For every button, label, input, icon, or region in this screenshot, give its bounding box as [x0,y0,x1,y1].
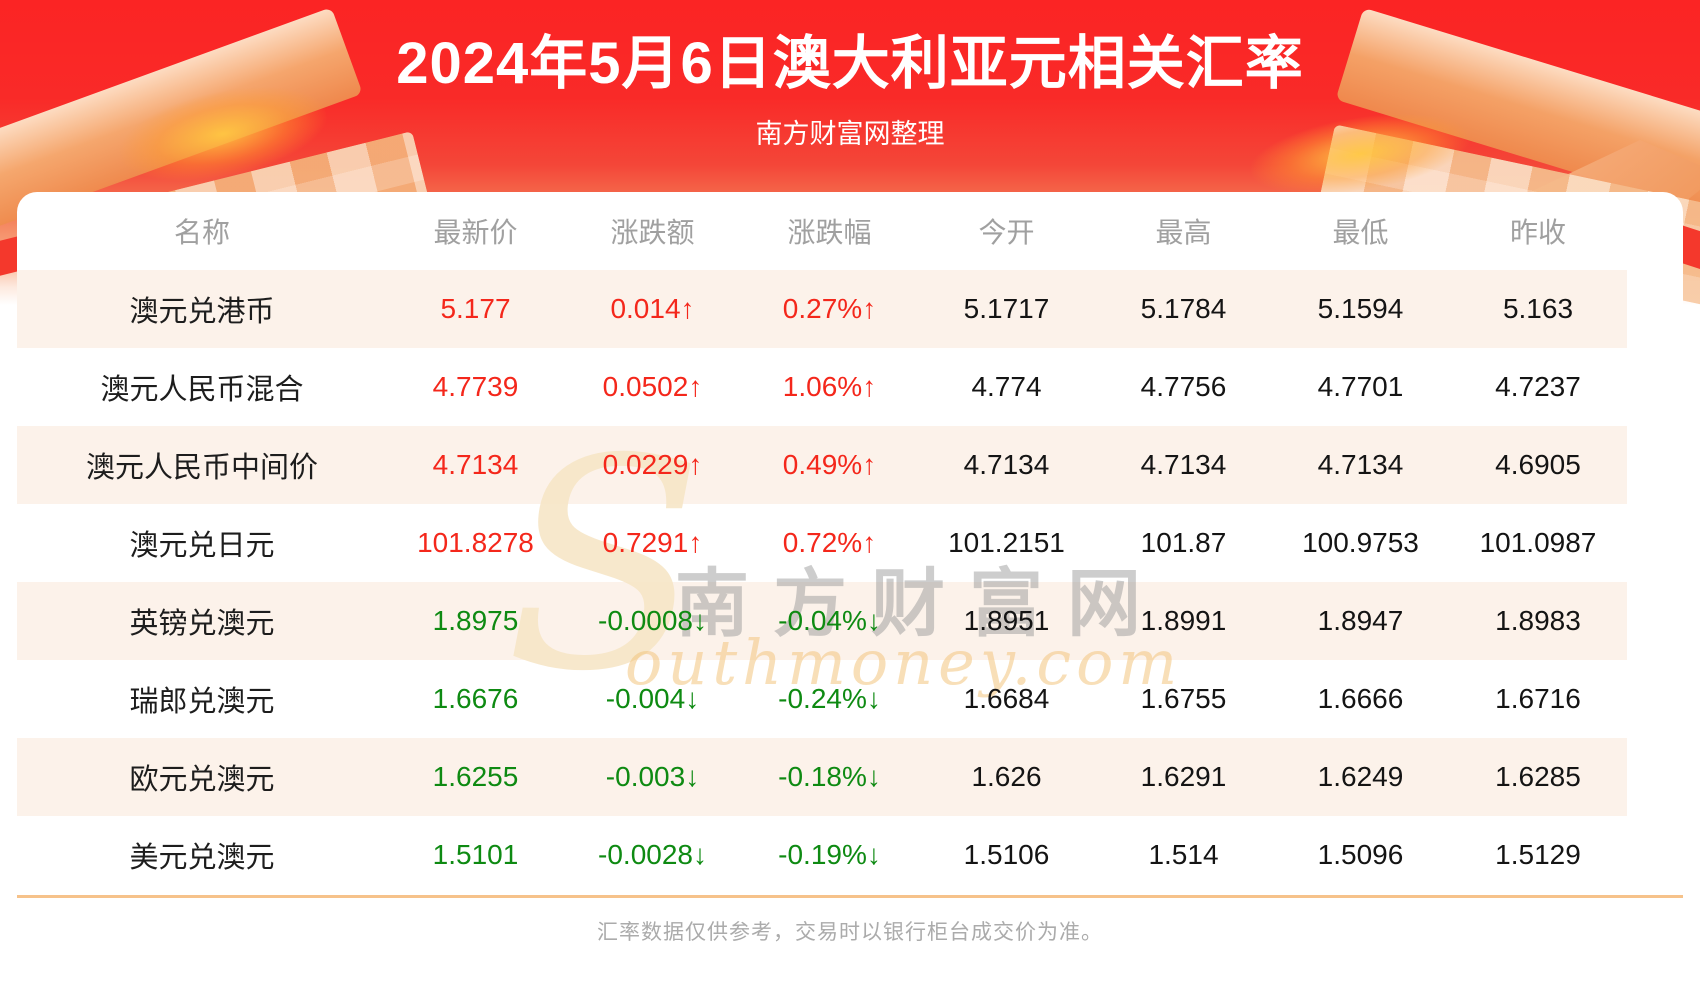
table-row: 澳元人民币混合 4.7739 0.0502↑ 1.06%↑ 4.774 4.7756 4.7… [17,348,1627,426]
change-amount: 0.7291↑ [602,527,703,558]
low-price: 1.8947 [1317,605,1404,636]
pair-name: 澳元人民币混合 [100,374,304,406]
change-percent: -0.18%↓ [778,761,881,792]
low-price: 5.1594 [1317,293,1404,324]
change-amount: 0.0229↑ [602,449,703,480]
change-amount: 0.0502↑ [602,371,703,402]
prev-close-price: 1.5129 [1495,839,1581,870]
high-price: 1.6291 [1140,761,1227,792]
table-row: 瑞郎兑澳元 1.6676 -0.004↓ -0.24%↓ 1.6684 1.6755 1.6… [17,660,1627,738]
change-amount: -0.0008↓ [598,605,707,636]
table-row: 欧元兑澳元 1.6255 -0.003↓ -0.18%↓ 1.626 1.6291 1.62… [17,738,1627,816]
change-percent: 1.06%↑ [782,371,877,402]
table-row: 澳元人民币中间价 4.7134 0.0229↑ 0.49%↑ 4.7134 4.7134 4… [17,426,1627,504]
low-price: 4.7701 [1317,371,1404,402]
prev-close-price: 101.0987 [1479,527,1597,558]
last-price: 1.8975 [432,605,519,636]
last-price: 5.177 [440,293,511,324]
change-percent: 0.27%↑ [782,293,877,324]
exchange-rates-table: 名称 最新价 涨跌额 涨跌幅 今开 最高 最低 昨收 澳元兑港币 5.177 0.014↑ 0.27… [17,192,1627,894]
open-price: 1.8951 [963,605,1050,636]
open-price: 1.6684 [963,683,1050,714]
last-price: 1.6255 [432,761,519,792]
column-header: 涨跌幅 [787,217,872,248]
table-row: 美元兑澳元 1.5101 -0.0028↓ -0.19%↓ 1.5106 1.514 1.5… [17,816,1627,894]
low-price: 4.7134 [1317,449,1404,480]
prev-close-price: 4.7237 [1495,371,1581,402]
pair-name: 瑞郎兑澳元 [129,686,275,718]
column-header: 最新价 [433,217,518,248]
low-price: 1.6666 [1317,683,1404,714]
footer-note: 汇率数据仅供参考，交易时以银行柜台成交价为准。 [597,921,1103,944]
table-body: 澳元兑港币 5.177 0.014↑ 0.27%↑ 5.1717 5.1784 5.1594… [17,270,1627,894]
open-price: 1.626 [971,761,1042,792]
pair-name: 英镑兑澳元 [129,608,275,640]
change-percent: 0.49%↑ [782,449,877,480]
high-price: 1.514 [1148,839,1219,870]
pair-name: 澳元人民币中间价 [85,452,318,484]
high-price: 101.87 [1140,527,1227,558]
page-title: 2024年5月6日澳大利亚元相关汇率 [396,31,1304,96]
pair-name: 澳元兑日元 [129,530,275,562]
change-percent: -0.04%↓ [778,605,881,636]
change-amount: -0.004↓ [605,683,700,714]
open-price: 5.1717 [963,293,1050,324]
low-price: 100.9753 [1302,527,1419,558]
table-header-row: 名称 最新价 涨跌额 涨跌幅 今开 最高 最低 昨收 [17,192,1627,270]
high-price: 4.7756 [1140,371,1227,402]
footer-divider [17,895,1683,898]
last-price: 101.8278 [417,527,534,558]
column-header: 涨跌额 [610,217,695,248]
low-price: 1.5096 [1317,839,1404,870]
high-price: 4.7134 [1140,449,1227,480]
prev-close-price: 1.6285 [1495,761,1581,792]
column-header: 名称 [173,217,230,248]
high-price: 5.1784 [1140,293,1227,324]
column-header: 今开 [978,217,1035,248]
change-percent: -0.19%↓ [778,839,881,870]
table-row: 英镑兑澳元 1.8975 -0.0008↓ -0.04%↓ 1.8951 1.8991 1.… [17,582,1627,660]
column-header: 最低 [1332,217,1389,248]
change-amount: -0.003↓ [605,761,700,792]
high-price: 1.6755 [1140,683,1227,714]
pair-name: 澳元兑港币 [129,296,275,328]
change-amount: 0.014↑ [610,293,695,324]
last-price: 1.5101 [432,839,519,870]
prev-close-price: 1.6716 [1495,683,1581,714]
last-price: 4.7739 [432,371,519,402]
prev-close-price: 5.163 [1502,293,1574,324]
column-header: 昨收 [1509,217,1566,248]
prev-close-price: 1.8983 [1495,605,1581,636]
table-row: 澳元兑日元 101.8278 0.7291↑ 0.72%↑ 101.2151 101.87… [17,504,1627,582]
rates-card: S 南方财富网 outhmoney.com 名称 最新价 涨跌额 涨跌幅 今开 最高 最低昨… [17,192,1683,1000]
last-price: 1.6676 [432,683,519,714]
low-price: 1.6249 [1317,761,1404,792]
pair-name: 美元兑澳元 [129,842,275,874]
table-row: 澳元兑港币 5.177 0.014↑ 0.27%↑ 5.1717 5.1784 5.1594… [17,270,1627,348]
open-price: 101.2151 [948,527,1065,558]
prev-close-price: 4.6905 [1495,449,1581,480]
change-percent: -0.24%↓ [778,683,881,714]
high-price: 1.8991 [1140,605,1227,636]
open-price: 1.5106 [963,839,1050,870]
change-percent: 0.72%↑ [782,527,877,558]
last-price: 4.7134 [432,449,519,480]
pair-name: 欧元兑澳元 [129,764,275,796]
page-subtitle: 南方财富网整理 [755,119,945,149]
change-amount: -0.0028↓ [598,839,707,870]
open-price: 4.7134 [963,449,1050,480]
open-price: 4.774 [971,371,1042,402]
column-header: 最高 [1155,217,1212,248]
